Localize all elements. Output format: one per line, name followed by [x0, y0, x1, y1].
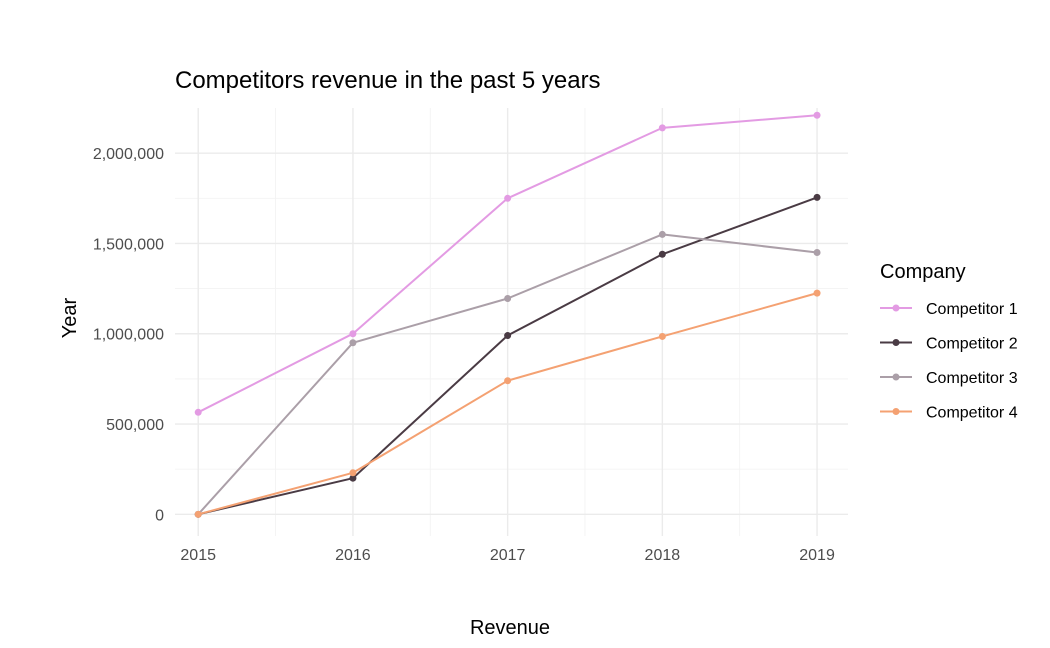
data-point	[658, 332, 666, 340]
y-tick-label: 1,500,000	[93, 236, 164, 253]
legend-point-key	[892, 408, 900, 415]
legend-item: Competitor 1	[880, 301, 1018, 318]
data-point	[658, 230, 666, 238]
data-point	[504, 332, 512, 340]
y-tick-label: 2,000,000	[93, 146, 164, 163]
data-point	[349, 474, 357, 482]
x-axis-title: Revenue	[470, 617, 550, 639]
series-lines	[194, 111, 821, 518]
legend-item: Competitor 2	[880, 336, 1018, 353]
data-point	[349, 330, 357, 338]
data-point	[813, 111, 821, 119]
data-point	[349, 469, 357, 477]
series-4	[194, 289, 821, 518]
legend-label: Competitor 2	[926, 336, 1018, 353]
y-tick-label: 1,000,000	[93, 327, 164, 344]
legend-point-key	[892, 373, 900, 381]
data-point	[349, 339, 357, 347]
x-tick-label: 2017	[490, 547, 526, 564]
legend-label: Competitor 3	[926, 370, 1018, 387]
chart-title: Competitors revenue in the past 5 years	[175, 67, 601, 94]
data-point	[504, 194, 512, 202]
y-axis-title: Year	[59, 297, 81, 338]
data-point	[813, 289, 821, 297]
legend-item: Competitor 4	[880, 405, 1018, 422]
data-point	[194, 510, 202, 518]
data-point	[504, 377, 512, 385]
y-tick-label: 500,000	[106, 417, 164, 434]
x-tick-label: 2019	[799, 547, 835, 564]
x-tick-label: 2015	[180, 547, 216, 564]
data-point	[658, 250, 666, 258]
legend: Company Competitor 1 Competitor 2 Competit…	[880, 261, 1018, 422]
data-point	[658, 124, 666, 132]
grid	[175, 108, 848, 536]
legend-label: Competitor 1	[926, 301, 1018, 318]
x-tick-label: 2018	[645, 547, 681, 564]
legend-label: Competitor 4	[926, 405, 1018, 422]
x-tick-label: 2016	[335, 547, 371, 564]
series-1	[194, 111, 821, 416]
legend-item: Competitor 3	[880, 370, 1018, 387]
axes: 0 500,000 1,000,000 1,500,000 2,000,000 2015 2…	[93, 146, 835, 564]
data-point	[504, 295, 512, 303]
data-point	[813, 193, 821, 201]
legend-point-key	[892, 304, 900, 312]
legend-point-key	[892, 339, 900, 346]
data-point	[194, 408, 202, 416]
y-tick-label: 0	[155, 507, 164, 524]
data-point	[813, 248, 821, 256]
legend-title: Company	[880, 261, 966, 283]
